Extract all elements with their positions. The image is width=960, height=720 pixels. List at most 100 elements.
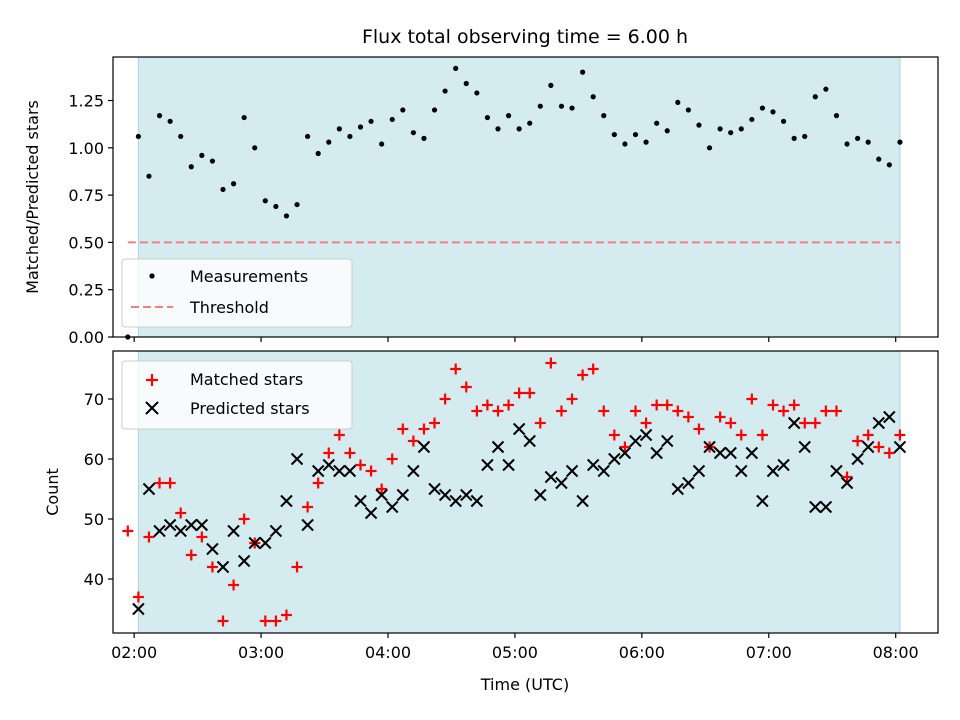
measurement-point bbox=[326, 139, 332, 145]
x-stroke-b bbox=[227, 524, 240, 538]
predicted-star-point bbox=[290, 452, 304, 466]
measurement-point bbox=[717, 126, 723, 132]
predicted-star-point bbox=[364, 506, 378, 520]
measurement-point bbox=[780, 118, 787, 124]
measurement-point bbox=[379, 141, 385, 147]
top-y-tick-label: 1.25 bbox=[68, 92, 104, 111]
matched-star-point bbox=[788, 399, 800, 411]
predicted-star-point bbox=[565, 464, 579, 478]
x-stroke-b bbox=[883, 410, 896, 424]
x-stroke-b bbox=[470, 494, 484, 508]
legend-measurements-marker bbox=[149, 273, 155, 279]
matched-star-point bbox=[291, 561, 303, 573]
predicted-star-point bbox=[206, 542, 219, 556]
measurement-point bbox=[527, 120, 533, 126]
matched-star-point bbox=[355, 459, 366, 471]
measurement-point bbox=[706, 145, 713, 151]
matched-star-point bbox=[302, 501, 314, 513]
x-stroke-b bbox=[428, 482, 441, 496]
x-stroke-b bbox=[735, 464, 748, 478]
measurement-point bbox=[844, 141, 850, 147]
matched-star-point bbox=[640, 417, 652, 429]
predicted-star-point bbox=[460, 488, 473, 502]
x-stroke-b bbox=[248, 536, 261, 550]
x-stroke-b bbox=[396, 488, 410, 502]
measurement-point bbox=[484, 114, 491, 121]
measurement-point bbox=[431, 107, 438, 113]
matched-star-point bbox=[693, 423, 705, 435]
predicted-star-point bbox=[343, 464, 357, 478]
x-stroke-b bbox=[893, 440, 907, 454]
predicted-star-point bbox=[407, 464, 420, 478]
matched-star-point bbox=[672, 405, 684, 417]
matched-star-point bbox=[143, 531, 155, 543]
matched-star-point bbox=[619, 441, 631, 453]
measurement-point bbox=[590, 94, 596, 100]
predicted-star-point bbox=[608, 452, 621, 466]
x-stroke-b bbox=[809, 500, 822, 514]
predicted-star-point bbox=[586, 458, 600, 472]
x-stroke-b bbox=[618, 446, 632, 460]
measurement-point bbox=[664, 128, 670, 134]
predicted-star-point bbox=[322, 458, 335, 472]
x-stroke-b bbox=[523, 434, 536, 448]
matched-star-point bbox=[555, 405, 567, 417]
x-stroke-b bbox=[311, 464, 325, 478]
measurement-point bbox=[601, 113, 607, 119]
matched-star-point bbox=[185, 549, 197, 561]
matched-star-point bbox=[735, 429, 747, 441]
x-stroke-b bbox=[153, 524, 166, 538]
top-frame bbox=[112, 56, 939, 338]
predicted-star-point bbox=[713, 446, 727, 460]
measurement-point bbox=[685, 107, 691, 113]
matched-star-point bbox=[407, 435, 419, 447]
predicted-star-point bbox=[470, 494, 484, 508]
top-y-tick-label: 1.00 bbox=[68, 139, 104, 158]
measurement-point bbox=[580, 69, 586, 75]
matched-star-point bbox=[312, 477, 324, 489]
chart-title: Flux total observing time = 6.00 h bbox=[362, 26, 688, 48]
predicted-star-point bbox=[216, 560, 230, 574]
x-stroke-b bbox=[703, 440, 716, 454]
x-stroke-b bbox=[597, 464, 610, 478]
matched-star-point bbox=[450, 363, 462, 375]
measurement-point bbox=[611, 131, 617, 138]
predicted-star-point bbox=[756, 494, 769, 508]
matched-star-point bbox=[196, 531, 208, 543]
x-stroke-b bbox=[460, 488, 473, 502]
matched-star-point bbox=[830, 405, 842, 417]
measurement-point bbox=[305, 133, 311, 140]
matched-stars-points bbox=[122, 357, 906, 627]
x-stroke-b bbox=[132, 602, 145, 616]
x-tick-label: 04:00 bbox=[365, 643, 411, 662]
measurement-point bbox=[262, 198, 268, 204]
legend-predicted-label: Predicted stars bbox=[190, 399, 310, 418]
predicted-star-point bbox=[237, 554, 251, 568]
matched-star-point bbox=[175, 507, 187, 519]
measurement-point bbox=[897, 139, 903, 145]
x-stroke-b bbox=[682, 476, 695, 490]
measurement-point bbox=[135, 133, 141, 140]
x-stroke-b bbox=[417, 440, 431, 454]
predicted-star-point bbox=[787, 416, 801, 430]
matched-star-point bbox=[767, 399, 779, 411]
matched-star-point bbox=[238, 513, 250, 525]
measurement-point bbox=[146, 173, 152, 179]
x-stroke-b bbox=[872, 416, 885, 430]
predicted-star-point bbox=[724, 446, 737, 460]
bottom-x-ticks: 02:00 03:00 04:00 05:00 06:00 07:00 08:00 bbox=[111, 633, 919, 662]
bottom-y-tick-label: 40 bbox=[84, 570, 104, 589]
matched-star-point bbox=[534, 417, 546, 429]
x-stroke-b bbox=[534, 488, 547, 502]
x-stroke-b bbox=[787, 416, 801, 430]
matched-star-point bbox=[122, 525, 134, 537]
predicted-star-point bbox=[555, 476, 568, 490]
matched-star-point bbox=[862, 429, 874, 441]
measurement-point bbox=[442, 88, 448, 94]
measurement-point bbox=[855, 135, 861, 141]
matched-star-point bbox=[725, 417, 737, 429]
x-stroke-b bbox=[386, 500, 399, 514]
predicted-star-point bbox=[830, 464, 843, 478]
x-stroke-b bbox=[840, 476, 854, 490]
x-stroke-b bbox=[259, 536, 272, 550]
